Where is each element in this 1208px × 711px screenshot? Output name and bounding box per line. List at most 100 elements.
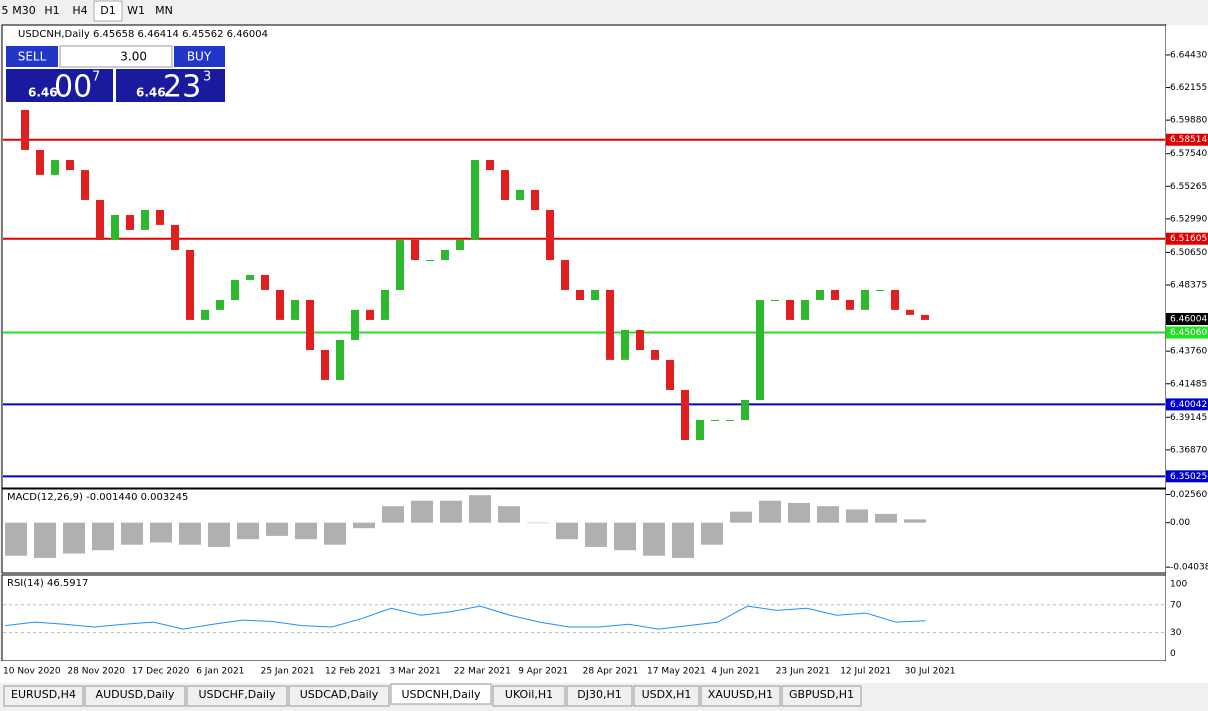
tab-label[interactable]: USDCHF,Daily [198, 688, 276, 701]
y-tick-label: 6.41485 [1170, 379, 1207, 389]
lot-input[interactable] [59, 45, 173, 68]
rsi-tick-label: 0 [1170, 649, 1176, 659]
date-label: 10 Nov 2020 [3, 667, 61, 677]
date-axis [0, 661, 1208, 683]
tab[interactable] [3, 685, 84, 707]
buy-price-big: 23 [163, 70, 201, 105]
candle [186, 249, 194, 320]
tab-label[interactable]: AUDUSD,Daily [96, 688, 175, 701]
candle [216, 299, 224, 310]
macd-bar [701, 522, 723, 545]
price-panel [1, 24, 1167, 489]
timeframe-button[interactable]: H4 [72, 4, 87, 17]
candle [516, 189, 524, 200]
buy-price-box[interactable] [116, 69, 225, 102]
macd-bar [5, 522, 27, 556]
date-label: 22 Mar 2021 [454, 667, 511, 677]
macd-bar [614, 522, 636, 551]
rsi-tick-label: 100 [1170, 579, 1187, 589]
macd-bar [34, 522, 56, 558]
macd-bar [585, 522, 607, 547]
timeframe-button[interactable]: H1 [44, 4, 59, 17]
y-tick-label: 6.48375 [1170, 281, 1207, 291]
tab-active[interactable] [390, 683, 492, 705]
tab-label[interactable]: USDCNH,Daily [401, 688, 481, 701]
rsi-panel [1, 574, 1167, 662]
tab-label[interactable]: EURUSD,H4 [11, 688, 76, 701]
tab-label[interactable]: DJ30,H1 [577, 688, 621, 701]
sell-button[interactable] [6, 46, 58, 67]
tab-label[interactable]: XAUUSD,H1 [708, 688, 773, 701]
macd-bar [324, 522, 346, 545]
sell-price-box[interactable] [6, 69, 113, 102]
lot-value[interactable]: 3.00 [120, 50, 147, 64]
y-tick-label: 6.52990 [1170, 214, 1207, 224]
candle [126, 215, 134, 230]
candle [651, 350, 659, 360]
tab[interactable] [186, 685, 288, 707]
macd-bar [237, 522, 259, 540]
tab[interactable] [492, 685, 566, 707]
candle [636, 329, 644, 351]
macd-bar [643, 522, 665, 556]
tab-label[interactable]: GBPUSD,H1 [789, 688, 854, 701]
macd-bar [730, 511, 752, 523]
candle [471, 159, 479, 240]
timeframe-button[interactable]: 5 [2, 4, 9, 17]
candle [351, 309, 359, 340]
candle [876, 289, 884, 291]
date-label: 4 Jun 2021 [711, 667, 759, 677]
tab-label[interactable]: USDX,H1 [642, 688, 692, 701]
candle [81, 170, 89, 200]
tab[interactable] [84, 685, 186, 707]
candle [291, 299, 299, 320]
buy-label[interactable]: BUY [187, 50, 212, 64]
candle [906, 309, 914, 315]
tab[interactable] [700, 685, 781, 707]
candle [66, 159, 74, 171]
level-marker [1166, 398, 1208, 411]
candle [561, 260, 569, 290]
tab[interactable] [288, 685, 390, 707]
tab[interactable] [781, 685, 862, 707]
tab[interactable] [633, 685, 700, 707]
candle [726, 419, 734, 421]
buy-button[interactable] [174, 46, 225, 67]
macd-bar [208, 522, 230, 547]
date-label: 28 Apr 2021 [583, 667, 639, 677]
current-price-label: 6.46004 [1170, 314, 1207, 324]
candle [261, 274, 269, 290]
macd-header: MACD(12,26,9) -0.001440 0.003245 [7, 492, 188, 503]
macd-bar [875, 513, 897, 523]
candle [336, 339, 344, 380]
timeframe-button[interactable]: M30 [12, 4, 36, 17]
macd-bar [266, 522, 288, 536]
macd-bar [846, 509, 868, 523]
macd-bar [92, 522, 114, 551]
chart-header: USDCNH,Daily 6.45658 6.46414 6.45562 6.4… [18, 29, 268, 40]
tab[interactable] [566, 685, 633, 707]
level-marker [1166, 470, 1208, 483]
timeframe-active [93, 0, 123, 22]
timeframe-button[interactable]: MN [155, 4, 173, 17]
candle [156, 209, 164, 225]
candle [576, 289, 584, 300]
timeframe-button[interactable]: W1 [127, 4, 145, 17]
candle [501, 170, 509, 200]
tab-label[interactable]: USDCAD,Daily [300, 688, 379, 701]
tab-label[interactable]: UKOil,H1 [505, 688, 553, 701]
candle [696, 419, 704, 440]
macd-bar [121, 522, 143, 545]
timeframe-button[interactable]: D1 [100, 4, 115, 17]
y-tick-label: 6.55265 [1170, 182, 1207, 192]
macd-bar [353, 522, 375, 529]
sell-label[interactable]: SELL [18, 50, 47, 64]
rsi-header: RSI(14) 46.5917 [7, 578, 88, 589]
candle [816, 289, 824, 300]
macd-bar [63, 522, 85, 554]
buy-price-small: 3 [203, 70, 211, 85]
candle [591, 289, 599, 300]
candle [201, 309, 209, 320]
